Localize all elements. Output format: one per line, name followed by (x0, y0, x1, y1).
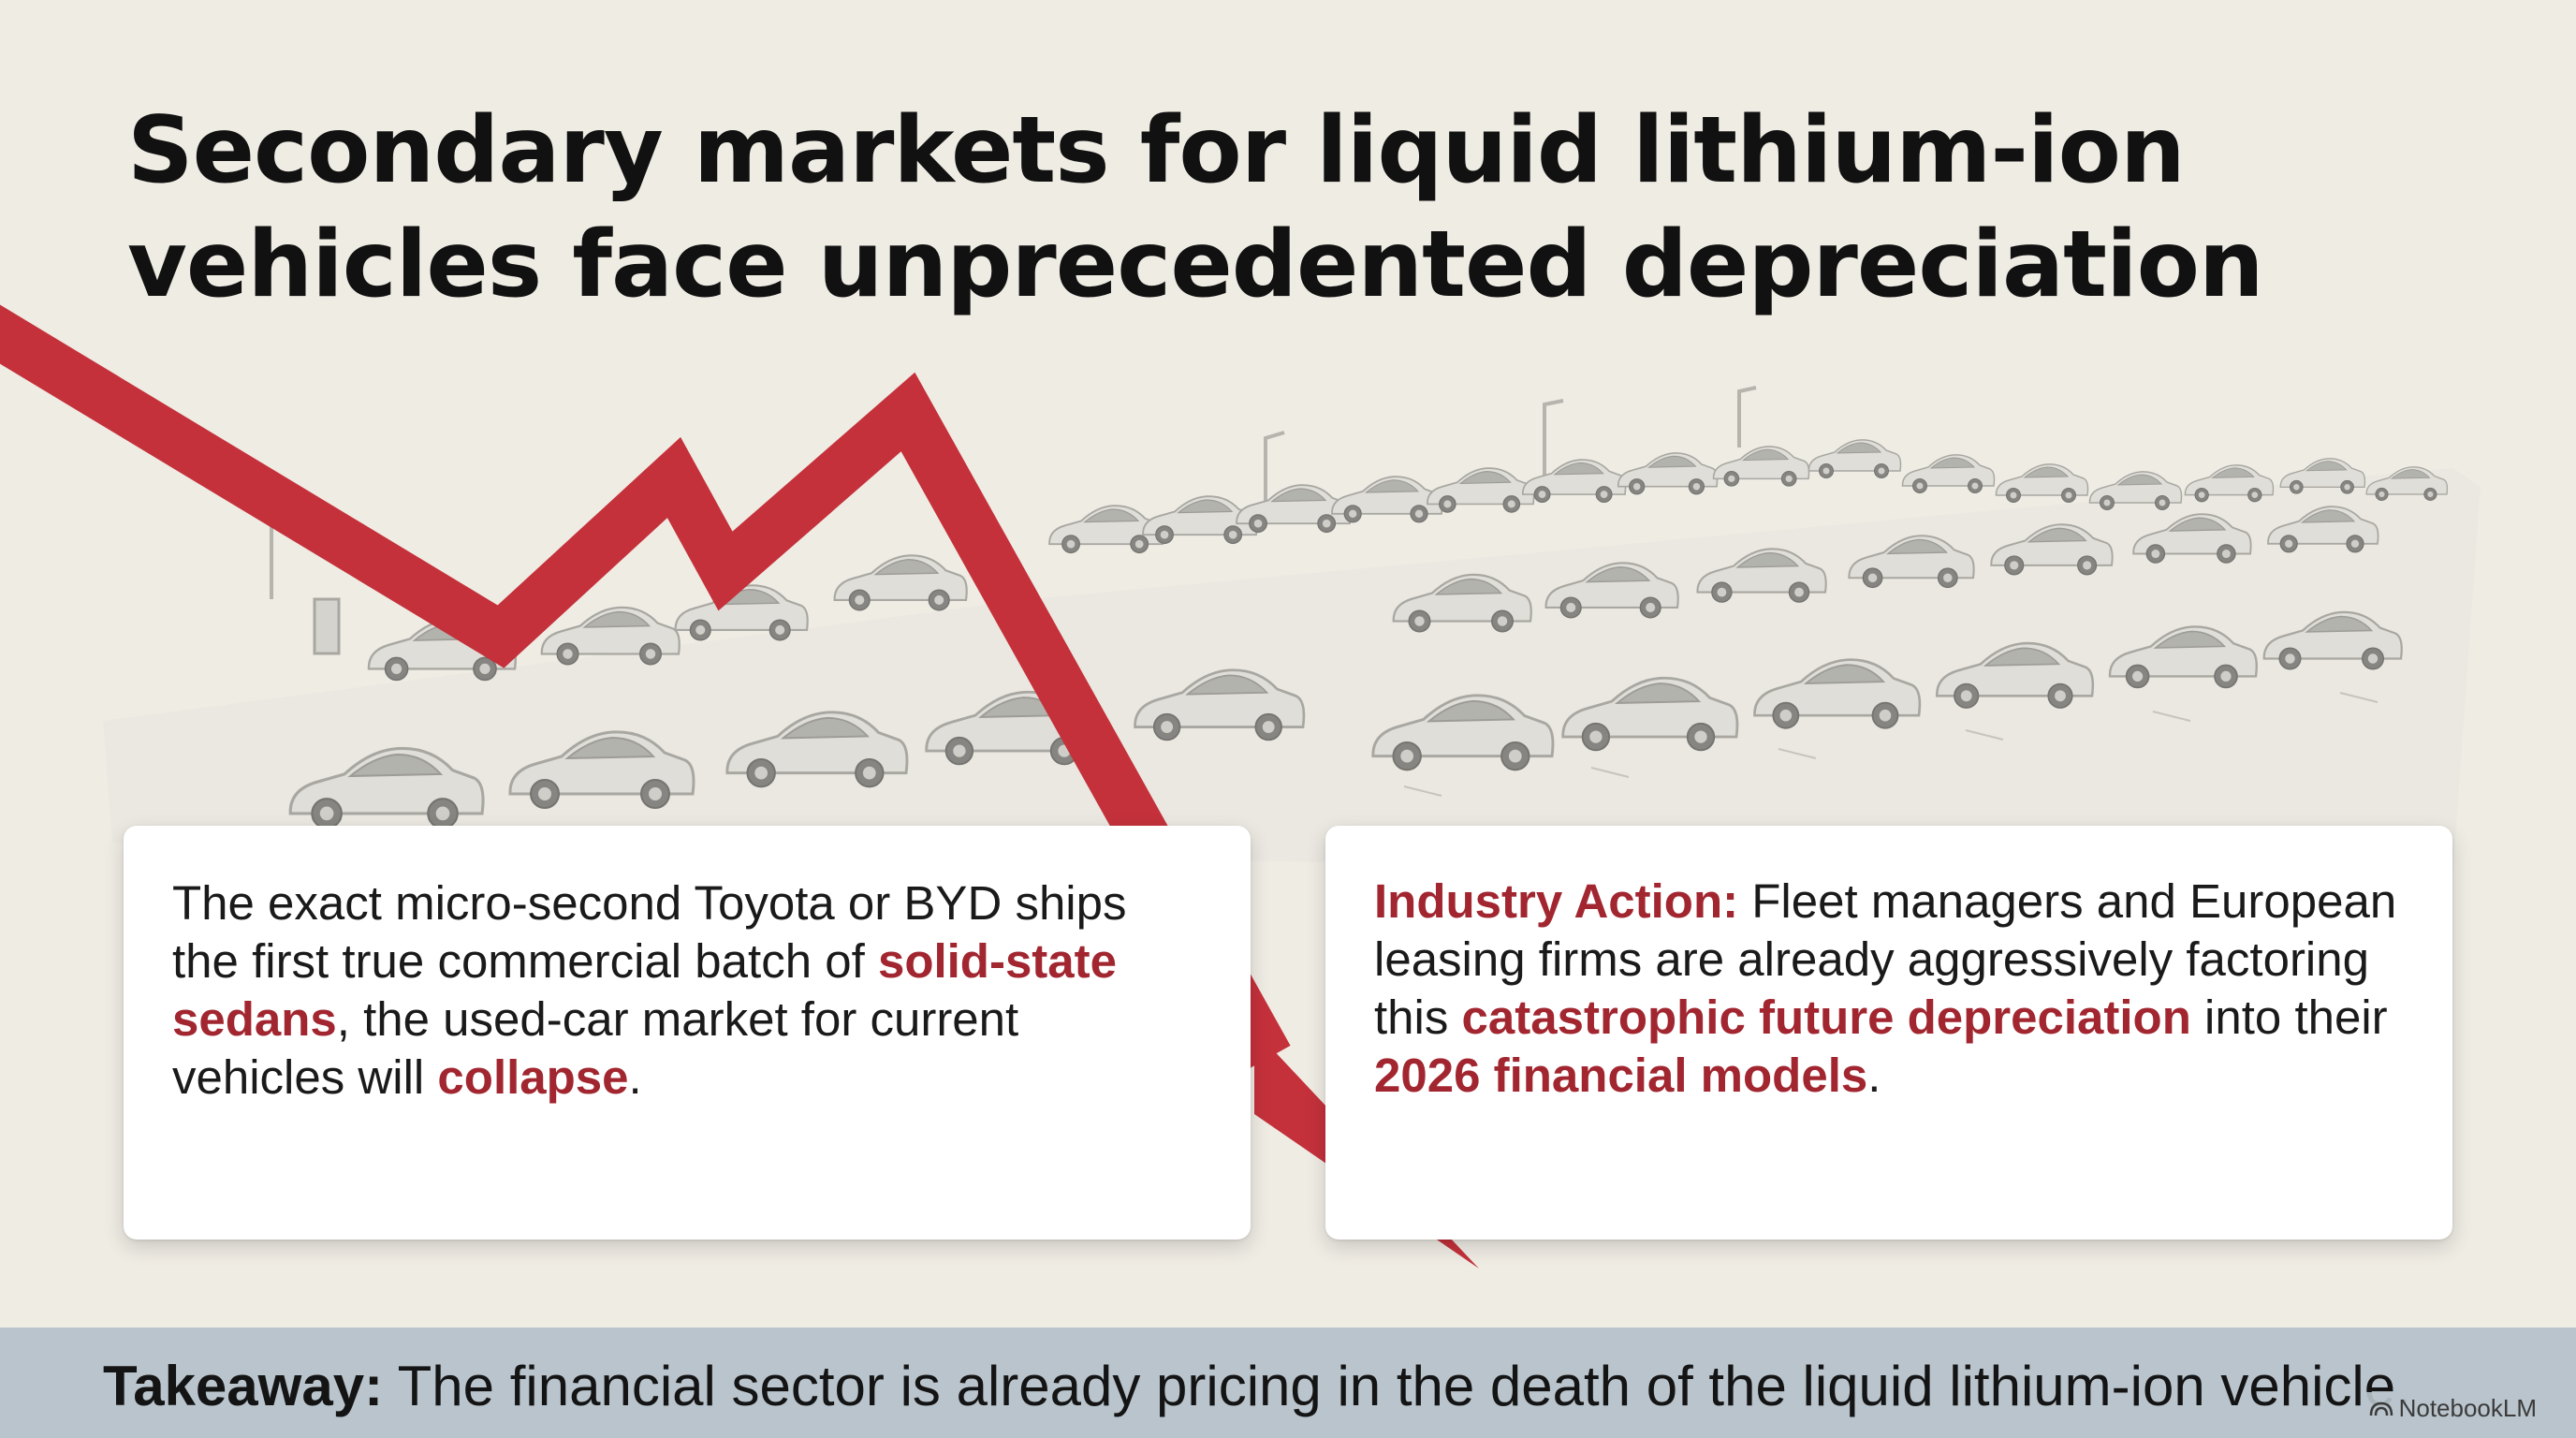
highlight-financial-models: 2026 financial models (1374, 1049, 1868, 1102)
info-card-left: The exact micro-second Toyota or BYD shi… (124, 826, 1251, 1240)
highlight-depreciation: catastrophic future depreciation (1461, 990, 2191, 1044)
highlight-solid-state-sedans: solid-state sedans (172, 934, 1118, 1046)
brand-label: NotebookLM (2398, 1394, 2537, 1422)
card-right-text: Industry Action: Fleet managers and Euro… (1374, 874, 2397, 1102)
takeaway-text: Takeaway: The financial sector is alread… (103, 1355, 2411, 1417)
industry-action-label: Industry Action: (1374, 874, 1739, 928)
notebooklm-logo-icon (2369, 1401, 2393, 1416)
takeaway-bar: Takeaway: The financial sector is alread… (0, 1328, 2576, 1438)
brand-watermark: NotebookLM (2363, 1392, 2542, 1425)
card-left-text: The exact micro-second Toyota or BYD shi… (172, 876, 1127, 1104)
highlight-collapse: collapse (437, 1050, 629, 1104)
info-card-right: Industry Action: Fleet managers and Euro… (1325, 826, 2452, 1240)
takeaway-label: Takeaway: (103, 1355, 384, 1417)
page-title: Secondary markets for liquid lithium-ion… (127, 97, 2264, 318)
